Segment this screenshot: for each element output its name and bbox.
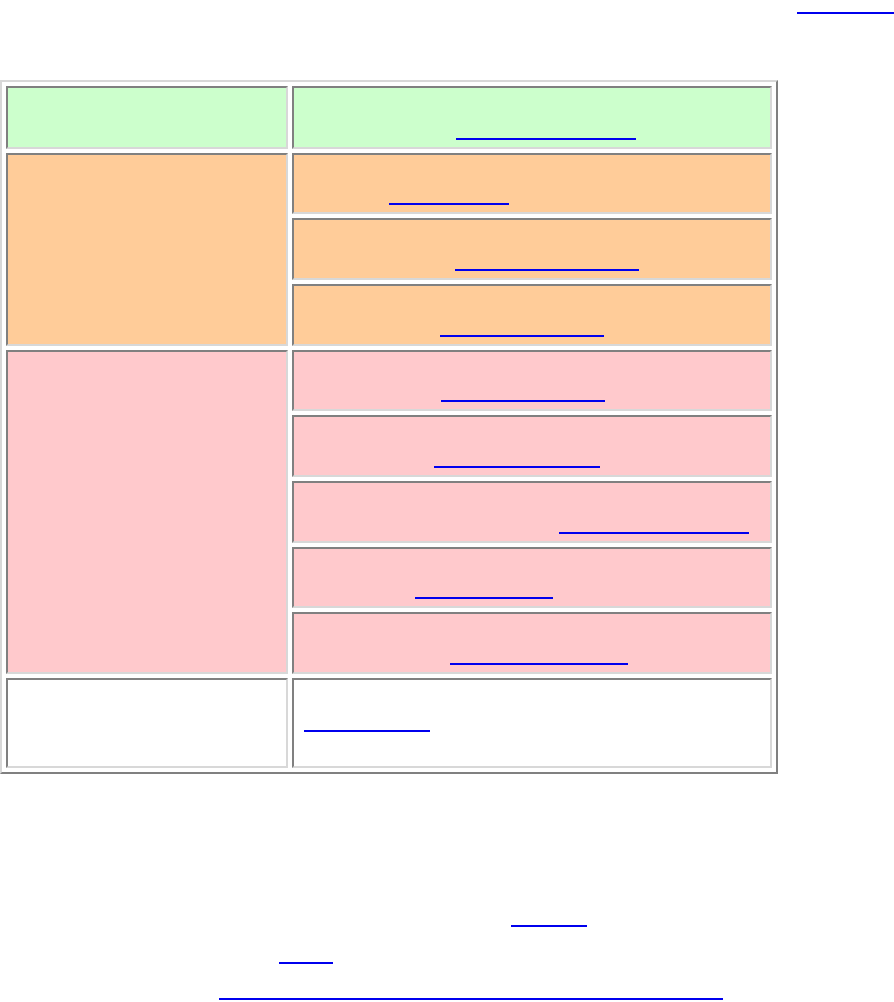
item-cell bbox=[292, 612, 772, 674]
group-label-cell bbox=[6, 349, 288, 674]
item-cell bbox=[292, 677, 772, 768]
item-link[interactable] bbox=[304, 730, 430, 732]
top-right-link[interactable] bbox=[797, 12, 894, 14]
item-link[interactable] bbox=[559, 531, 749, 534]
item-cell bbox=[292, 86, 772, 149]
item-link[interactable] bbox=[434, 465, 600, 468]
item-link[interactable] bbox=[456, 137, 636, 140]
bottom-link[interactable] bbox=[219, 998, 723, 1000]
item-cell bbox=[292, 415, 772, 477]
item-link[interactable] bbox=[441, 400, 605, 403]
item-cell bbox=[292, 546, 772, 609]
category-table bbox=[0, 80, 778, 774]
item-link[interactable] bbox=[389, 203, 509, 206]
item-cell bbox=[292, 152, 772, 215]
item-link[interactable] bbox=[455, 268, 639, 271]
item-cell bbox=[292, 480, 772, 543]
item-link[interactable] bbox=[440, 334, 604, 337]
item-cell bbox=[292, 283, 772, 346]
bottom-link[interactable] bbox=[511, 925, 587, 927]
item-link[interactable] bbox=[450, 662, 628, 665]
item-cell bbox=[292, 218, 772, 280]
group-label-cell bbox=[6, 677, 288, 768]
bottom-link[interactable] bbox=[279, 962, 333, 964]
item-link[interactable] bbox=[415, 597, 553, 600]
group-label-cell bbox=[6, 152, 288, 346]
item-cell bbox=[292, 349, 772, 412]
group-label-cell bbox=[6, 86, 288, 149]
